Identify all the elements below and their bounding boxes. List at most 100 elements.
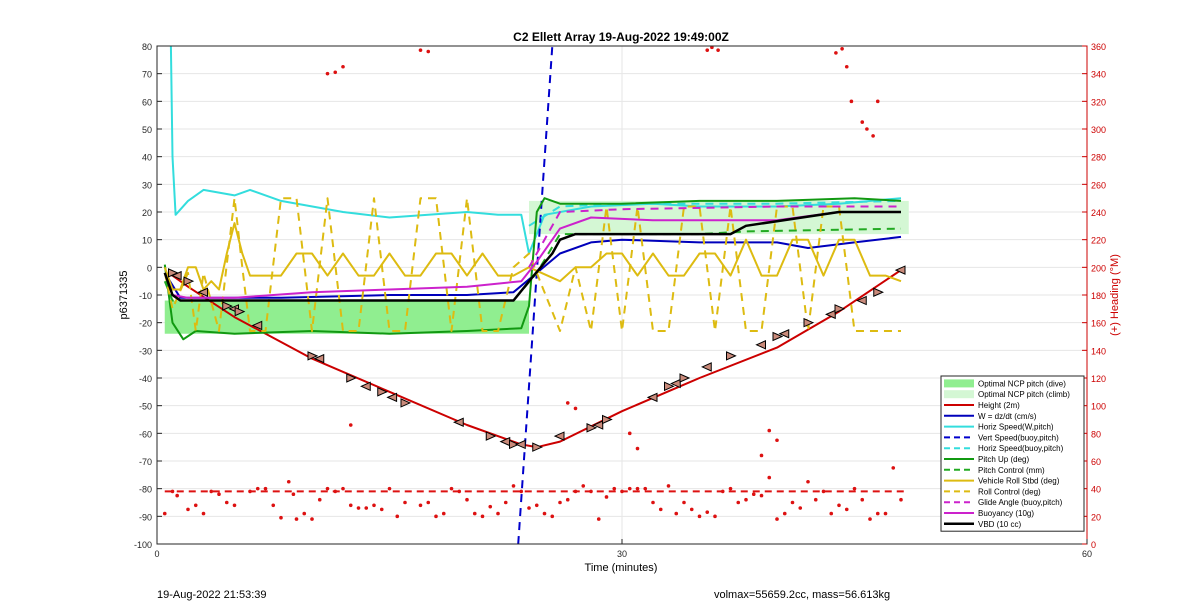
heading-point xyxy=(348,423,353,427)
y-tick-label: 30 xyxy=(142,180,152,190)
heading-point xyxy=(201,511,206,516)
heading-point xyxy=(635,446,640,451)
height-marker xyxy=(755,340,766,350)
legend-label: Height (2m) xyxy=(978,401,1020,410)
heading-point xyxy=(782,511,787,516)
heading-point xyxy=(341,64,345,69)
heading-point xyxy=(883,511,888,516)
height-marker xyxy=(222,301,233,311)
heading-point xyxy=(217,492,221,497)
y-tick-label: 70 xyxy=(142,70,152,80)
heading-point xyxy=(705,510,710,514)
y2-tick-label: 80 xyxy=(1091,429,1101,439)
height-marker xyxy=(400,398,412,408)
y2-tick-label: 220 xyxy=(1091,236,1106,246)
height-marker xyxy=(307,351,319,361)
heading-point xyxy=(175,493,179,498)
heading-point xyxy=(798,506,803,510)
height-marker xyxy=(664,381,675,392)
height-marker xyxy=(251,320,263,331)
series-line xyxy=(163,210,901,302)
heading-point xyxy=(852,486,857,491)
heading-point xyxy=(581,484,586,488)
heading-point xyxy=(565,401,570,405)
y2-tick-label: 140 xyxy=(1091,346,1106,356)
heading-point xyxy=(736,500,741,505)
height-markers xyxy=(168,265,906,452)
heading-point xyxy=(317,497,322,502)
y-tick-label: -60 xyxy=(139,429,152,439)
legend-label: Buoyancy (10g) xyxy=(978,509,1034,518)
legend-label: VBD (10 cc) xyxy=(978,520,1021,529)
heading-point xyxy=(813,497,818,502)
heading-point xyxy=(325,486,330,491)
height-marker xyxy=(197,287,208,298)
y2-tick-label: 240 xyxy=(1091,208,1106,218)
y2-tick-label: 20 xyxy=(1091,512,1101,522)
heading-point xyxy=(713,514,717,519)
y-tick-label: 40 xyxy=(142,153,152,163)
height-marker xyxy=(873,287,884,298)
height-marker xyxy=(646,392,658,403)
heading-point xyxy=(379,507,384,512)
heading-point xyxy=(255,486,260,491)
height-marker xyxy=(679,373,691,383)
heading-point xyxy=(271,503,276,508)
heading-point xyxy=(666,484,671,488)
heading-point xyxy=(689,507,694,512)
heading-point xyxy=(565,497,570,502)
heading-point xyxy=(651,500,655,505)
legend: Optimal NCP pitch (dive) Optimal NCP pitc… xyxy=(940,375,1085,532)
heading-point xyxy=(865,127,869,131)
y-tick-label: 0 xyxy=(147,263,152,273)
legend-label: Pitch Up (deg) xyxy=(978,455,1029,464)
heading-point xyxy=(759,493,764,498)
legend-box xyxy=(940,375,1085,532)
heading-point xyxy=(759,453,764,458)
height-marker xyxy=(586,423,598,433)
heading-points xyxy=(162,45,909,521)
y2-tick-label: 300 xyxy=(1091,125,1106,135)
heading-point xyxy=(834,51,838,55)
height-marker xyxy=(856,295,867,306)
height-marker xyxy=(485,431,497,441)
heading-point xyxy=(658,507,663,512)
heading-point xyxy=(775,517,779,521)
height-marker xyxy=(532,442,543,452)
heading-point xyxy=(720,489,725,494)
y-tick-label: -70 xyxy=(139,457,152,467)
heading-point xyxy=(875,511,880,516)
y-tick-label: 80 xyxy=(142,42,152,52)
series-line xyxy=(169,45,902,255)
series-line xyxy=(528,205,901,268)
height-marker xyxy=(553,431,565,441)
heading-point xyxy=(871,134,875,138)
heading-point xyxy=(434,514,438,519)
heading-point xyxy=(527,506,531,510)
heading-point xyxy=(503,500,508,505)
heading-point xyxy=(480,514,485,519)
heading-point xyxy=(860,497,865,502)
y2-tick-label: 120 xyxy=(1091,374,1106,384)
heading-point xyxy=(860,120,865,124)
heading-point xyxy=(465,497,469,502)
heading-point xyxy=(519,489,524,494)
heading-point xyxy=(341,486,345,491)
heading-point xyxy=(488,504,493,509)
heading-point xyxy=(302,511,307,516)
y-tick-label: -90 xyxy=(139,512,152,522)
series-line xyxy=(163,197,901,332)
y2-tick-label: 180 xyxy=(1091,291,1106,301)
heading-point xyxy=(627,486,632,491)
height-marker xyxy=(515,439,526,450)
heading-point xyxy=(899,497,903,502)
legend-label: Roll Control (deg) xyxy=(978,487,1041,496)
legend-label: Vehicle Roll Stbd (deg) xyxy=(978,477,1060,486)
heading-point xyxy=(705,48,710,52)
height-marker xyxy=(701,362,712,372)
heading-point xyxy=(751,492,756,497)
heading-point xyxy=(418,503,423,508)
height-marker xyxy=(670,378,681,389)
heading-point xyxy=(310,517,314,521)
